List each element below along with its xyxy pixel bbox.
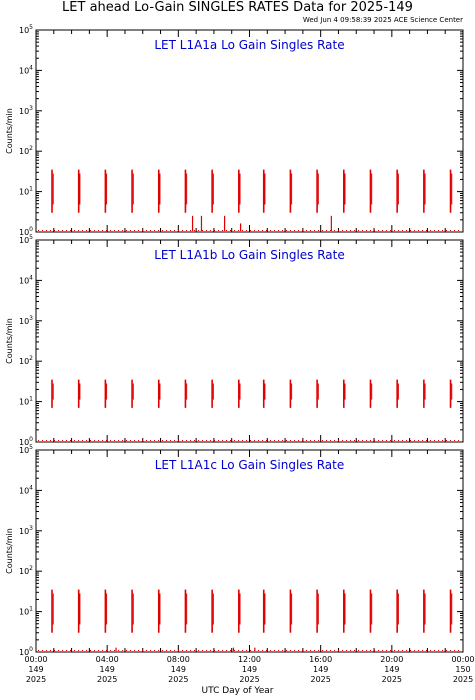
y-tick-label: 103 — [19, 105, 33, 116]
x-tick-year: 2025 — [97, 675, 117, 684]
x-tick-year: 2025 — [26, 675, 46, 684]
x-tick-time: 00:00 — [24, 655, 47, 664]
x-tick-year: 2025 — [239, 675, 259, 684]
y-tick-label: 104 — [19, 484, 33, 495]
y-tick-label: 102 — [19, 565, 33, 576]
panel-title: LET L1A1b Lo Gain Singles Rate — [154, 248, 345, 262]
y-tick-label: 101 — [19, 186, 33, 197]
x-tick-doy: 149 — [171, 665, 186, 674]
x-tick-time: 12:00 — [238, 655, 261, 664]
x-tick-year: 2025 — [453, 675, 473, 684]
x-tick-time: 16:00 — [309, 655, 332, 664]
y-tick-label: 100 — [19, 226, 33, 237]
x-tick-doy: 150 — [455, 665, 470, 674]
y-tick-label: 101 — [19, 396, 33, 407]
plot-frame — [35, 449, 464, 653]
x-axis-title: UTC Day of Year — [201, 686, 274, 696]
y-tick-label: 103 — [19, 525, 33, 536]
x-tick-doy: 149 — [384, 665, 399, 674]
x-tick-time: 00:00 — [451, 655, 474, 664]
y-tick-label: 104 — [19, 64, 33, 75]
panel-title: LET L1A1c Lo Gain Singles Rate — [155, 458, 345, 472]
panel-2: 100 101 102 103 104 105 Counts/min LET L1A1b Lo… — [5, 234, 464, 447]
panel-title: LET L1A1a Lo Gain Singles Rate — [154, 38, 344, 52]
panel-3: 100 101 102 103 104 105 Counts/min LET L1A1c Lo… — [5, 444, 464, 657]
y-tick-label: 105 — [19, 444, 33, 455]
y-tick-label: 103 — [19, 315, 33, 326]
x-tick-doy: 149 — [100, 665, 115, 674]
y-axis-label: Counts/min — [5, 528, 14, 574]
plot-frame — [35, 239, 464, 443]
y-axis-label: Counts/min — [5, 318, 14, 364]
plot-frame — [35, 29, 464, 233]
x-tick-doy: 149 — [313, 665, 328, 674]
x-tick-doy: 149 — [28, 665, 43, 674]
y-tick-label: 101 — [19, 606, 33, 617]
y-tick-label: 100 — [19, 436, 33, 447]
chart-main-title: LET ahead Lo-Gain SINGLES RATES Data for… — [62, 0, 413, 15]
x-tick-year: 2025 — [310, 675, 330, 684]
x-tick-doy: 149 — [242, 665, 257, 674]
y-tick-label: 102 — [19, 145, 33, 156]
y-tick-label: 102 — [19, 355, 33, 366]
x-tick-year: 2025 — [168, 675, 188, 684]
panel-1: 100 101 102 103 104 105 Counts/min LET L1A1a Lo… — [5, 24, 464, 237]
y-tick-label: 105 — [19, 24, 33, 35]
x-tick-time: 20:00 — [380, 655, 403, 664]
y-tick-label: 104 — [19, 274, 33, 285]
y-tick-label: 100 — [19, 646, 33, 657]
x-tick-year: 2025 — [382, 675, 402, 684]
x-tick-time: 04:00 — [96, 655, 119, 664]
generation-timestamp: Wed Jun 4 09:58:39 2025 ACE Science Cent… — [302, 16, 463, 24]
y-tick-label: 105 — [19, 234, 33, 245]
y-axis-label: Counts/min — [5, 108, 14, 154]
x-tick-time: 08:00 — [167, 655, 190, 664]
